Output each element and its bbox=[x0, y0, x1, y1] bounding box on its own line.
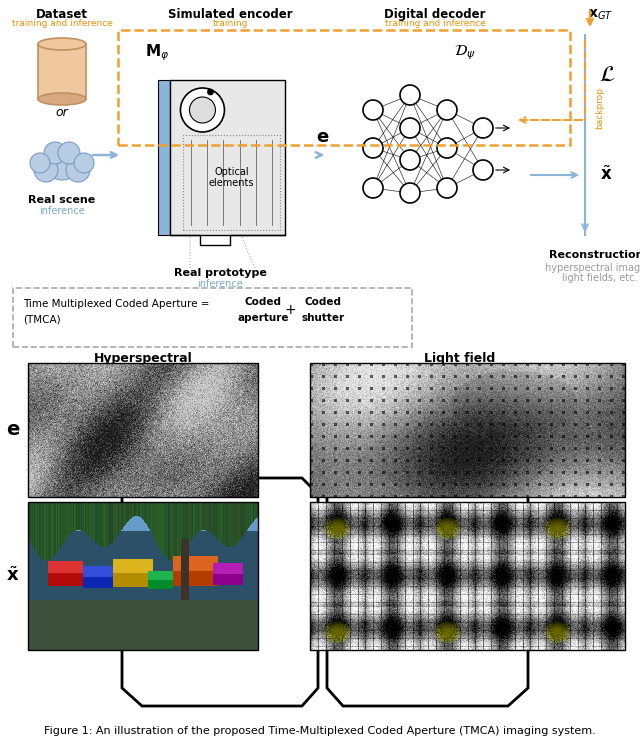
Text: Hyperspectral: Hyperspectral bbox=[93, 352, 193, 365]
Polygon shape bbox=[327, 478, 528, 706]
Text: $\mathbf{M}_{\varphi}$: $\mathbf{M}_{\varphi}$ bbox=[145, 43, 169, 63]
Text: Figure 1: An illustration of the proposed Time-Multiplexed Coded Aperture (TMCA): Figure 1: An illustration of the propose… bbox=[44, 726, 596, 736]
Circle shape bbox=[44, 142, 66, 164]
Text: Real prototype: Real prototype bbox=[173, 268, 266, 278]
Circle shape bbox=[400, 118, 420, 138]
Circle shape bbox=[189, 97, 216, 123]
Circle shape bbox=[30, 153, 50, 173]
Text: inference: inference bbox=[197, 279, 243, 289]
Text: training and inference: training and inference bbox=[12, 19, 113, 28]
Circle shape bbox=[437, 178, 457, 198]
Circle shape bbox=[180, 88, 225, 132]
Text: training and inference: training and inference bbox=[385, 19, 485, 28]
FancyBboxPatch shape bbox=[170, 80, 285, 235]
FancyBboxPatch shape bbox=[158, 80, 170, 235]
Text: Optical
elements: Optical elements bbox=[209, 167, 254, 188]
Bar bbox=[310, 502, 625, 650]
Text: light fields, etc.: light fields, etc. bbox=[563, 273, 637, 283]
Text: hyperspectral images,: hyperspectral images, bbox=[545, 263, 640, 273]
Text: inference: inference bbox=[39, 206, 85, 216]
Text: $\mathbf{x}_{GT}$: $\mathbf{x}_{GT}$ bbox=[588, 8, 613, 22]
Bar bbox=[310, 363, 625, 497]
Text: training: training bbox=[212, 19, 248, 28]
Ellipse shape bbox=[38, 93, 86, 105]
Circle shape bbox=[400, 85, 420, 105]
Text: Dataset: Dataset bbox=[36, 8, 88, 21]
Text: $\mathbf{e}$: $\mathbf{e}$ bbox=[6, 421, 20, 439]
Text: Simulated encoder: Simulated encoder bbox=[168, 8, 292, 21]
Bar bbox=[28, 363, 258, 497]
Circle shape bbox=[363, 100, 383, 120]
FancyBboxPatch shape bbox=[38, 44, 86, 99]
Text: Reconstructions: Reconstructions bbox=[549, 250, 640, 260]
Circle shape bbox=[363, 138, 383, 158]
Bar bbox=[28, 502, 258, 650]
Circle shape bbox=[66, 158, 90, 182]
Text: (TMCA): (TMCA) bbox=[23, 315, 61, 325]
Circle shape bbox=[58, 142, 80, 164]
Circle shape bbox=[45, 146, 79, 180]
Circle shape bbox=[437, 138, 457, 158]
Circle shape bbox=[363, 178, 383, 198]
Text: $\mathbf{e}$: $\mathbf{e}$ bbox=[316, 128, 329, 146]
Text: Digital decoder: Digital decoder bbox=[384, 8, 486, 21]
Circle shape bbox=[34, 158, 58, 182]
Text: $\tilde{\mathbf{x}}$: $\tilde{\mathbf{x}}$ bbox=[600, 166, 612, 185]
Text: Light field: Light field bbox=[424, 352, 495, 365]
Text: Coded: Coded bbox=[305, 297, 342, 307]
Circle shape bbox=[400, 183, 420, 203]
Circle shape bbox=[437, 100, 457, 120]
Polygon shape bbox=[122, 478, 318, 706]
Text: or: or bbox=[56, 105, 68, 119]
Circle shape bbox=[207, 89, 214, 95]
Text: $\mathcal{L}$: $\mathcal{L}$ bbox=[599, 64, 615, 86]
Circle shape bbox=[74, 153, 94, 173]
Circle shape bbox=[400, 150, 420, 170]
Text: +: + bbox=[284, 303, 296, 317]
Text: Real scene: Real scene bbox=[28, 195, 95, 205]
Text: backprop: backprop bbox=[595, 87, 604, 129]
Text: $\tilde{\mathbf{x}}$: $\tilde{\mathbf{x}}$ bbox=[6, 567, 20, 585]
Text: Time Multiplexed Coded Aperture =: Time Multiplexed Coded Aperture = bbox=[23, 299, 209, 309]
Ellipse shape bbox=[38, 38, 86, 50]
Text: $\mathcal{D}_{\psi}$: $\mathcal{D}_{\psi}$ bbox=[454, 44, 476, 62]
Text: Coded: Coded bbox=[244, 297, 282, 307]
Circle shape bbox=[473, 118, 493, 138]
FancyBboxPatch shape bbox=[13, 288, 412, 347]
Text: shutter: shutter bbox=[301, 313, 344, 323]
Circle shape bbox=[473, 160, 493, 180]
Text: aperture: aperture bbox=[237, 313, 289, 323]
